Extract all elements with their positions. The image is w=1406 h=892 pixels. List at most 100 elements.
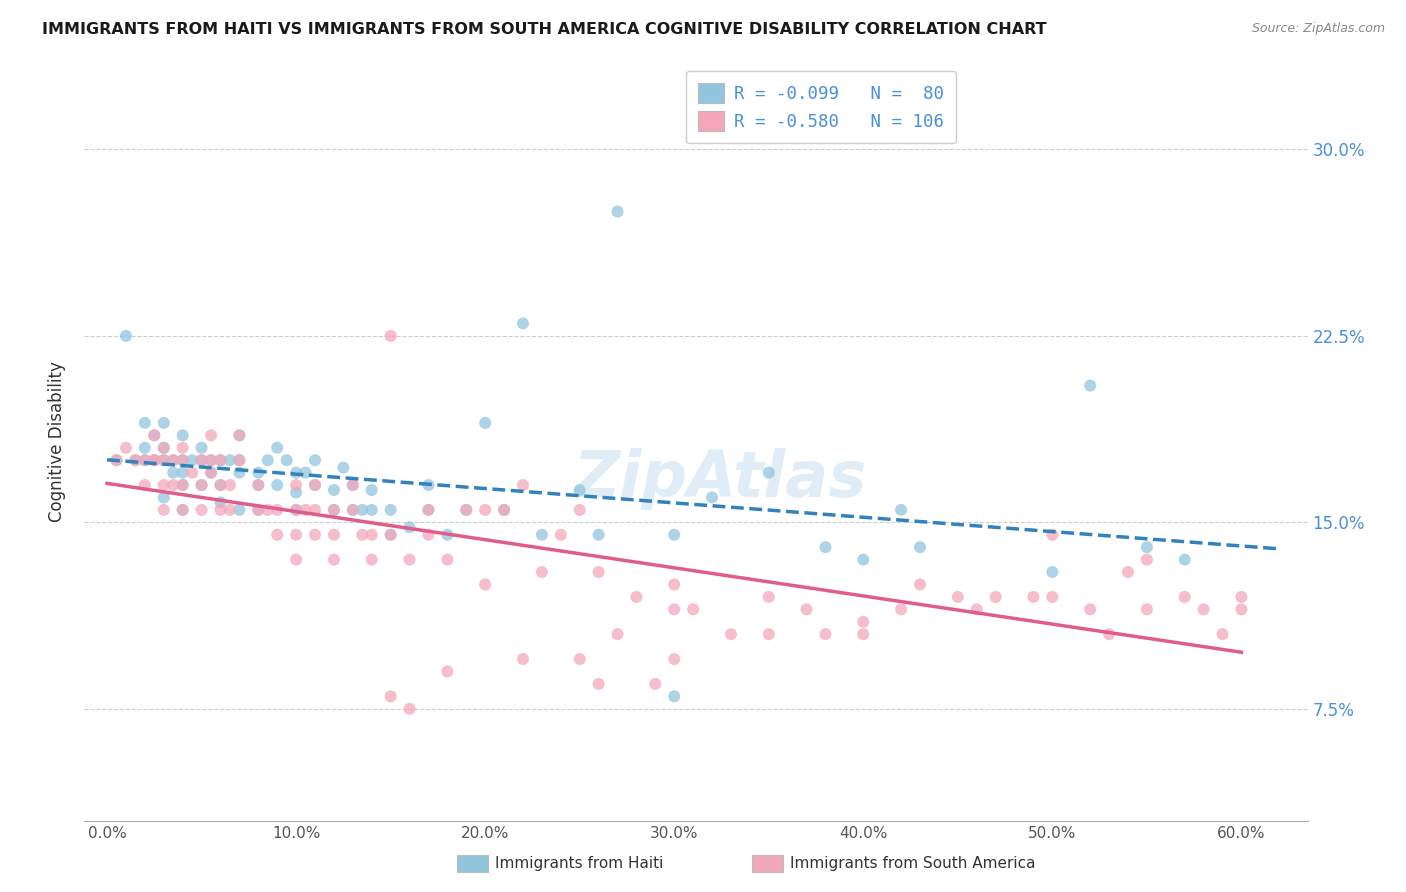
Point: [436, 552, 458, 566]
Point: [814, 540, 837, 554]
Point: [294, 466, 316, 480]
Point: [152, 491, 174, 505]
Point: [190, 503, 212, 517]
Point: [200, 453, 222, 467]
Point: [285, 466, 308, 480]
Point: [380, 329, 402, 343]
Point: [1230, 602, 1253, 616]
Point: [664, 602, 686, 616]
Point: [181, 466, 204, 480]
Point: [285, 503, 308, 517]
Point: [758, 627, 780, 641]
Point: [190, 453, 212, 467]
Point: [209, 478, 232, 492]
Point: [209, 495, 232, 509]
Point: [352, 528, 374, 542]
Point: [436, 665, 458, 679]
Point: [143, 428, 166, 442]
Point: [247, 503, 270, 517]
Point: [1040, 590, 1063, 604]
Point: [304, 503, 326, 517]
Point: [512, 652, 534, 666]
Point: [682, 602, 704, 616]
Point: [588, 528, 610, 542]
Point: [398, 552, 420, 566]
Point: [418, 503, 440, 517]
Point: [134, 416, 156, 430]
Point: [285, 478, 308, 492]
Point: [568, 503, 591, 517]
Point: [512, 478, 534, 492]
Point: [494, 503, 516, 517]
Point: [266, 528, 288, 542]
Point: [190, 441, 212, 455]
Point: [304, 478, 326, 492]
Point: [1040, 565, 1063, 579]
Point: [814, 627, 837, 641]
Point: [172, 478, 194, 492]
Point: [190, 453, 212, 467]
Point: [380, 690, 402, 704]
Point: [758, 466, 780, 480]
Point: [474, 577, 496, 591]
Point: [162, 453, 184, 467]
Point: [852, 552, 875, 566]
Point: [172, 453, 194, 467]
Point: [143, 428, 166, 442]
Point: [606, 204, 628, 219]
Point: [152, 478, 174, 492]
Point: [380, 528, 402, 542]
Point: [626, 590, 648, 604]
Point: [1136, 602, 1159, 616]
Text: IMMIGRANTS FROM HAITI VS IMMIGRANTS FROM SOUTH AMERICA COGNITIVE DISABILITY CORR: IMMIGRANTS FROM HAITI VS IMMIGRANTS FROM…: [42, 22, 1047, 37]
Point: [247, 478, 270, 492]
Point: [134, 441, 156, 455]
Point: [664, 652, 686, 666]
Point: [852, 627, 875, 641]
Point: [190, 478, 212, 492]
Point: [172, 503, 194, 517]
Point: [796, 602, 818, 616]
Point: [115, 329, 138, 343]
Point: [342, 503, 364, 517]
Point: [1040, 528, 1063, 542]
Point: [247, 503, 270, 517]
Point: [228, 453, 250, 467]
Point: [172, 478, 194, 492]
Point: [1136, 540, 1159, 554]
Point: [436, 528, 458, 542]
Point: [172, 453, 194, 467]
Point: [143, 453, 166, 467]
Point: [380, 503, 402, 517]
Point: [266, 441, 288, 455]
Point: [256, 453, 278, 467]
Point: [276, 453, 298, 467]
Point: [152, 441, 174, 455]
Point: [285, 503, 308, 517]
Point: [143, 453, 166, 467]
Point: [152, 503, 174, 517]
Point: [228, 453, 250, 467]
Point: [644, 677, 666, 691]
Point: [247, 478, 270, 492]
Point: [342, 478, 364, 492]
Point: [209, 453, 232, 467]
Point: [398, 520, 420, 534]
Point: [550, 528, 572, 542]
Point: [219, 453, 242, 467]
Point: [172, 441, 194, 455]
Point: [360, 552, 382, 566]
Point: [247, 466, 270, 480]
Point: [322, 552, 344, 566]
Point: [1078, 602, 1101, 616]
Point: [152, 441, 174, 455]
Point: [720, 627, 742, 641]
Point: [294, 503, 316, 517]
Point: [966, 602, 988, 616]
Point: [664, 577, 686, 591]
Point: [1022, 590, 1045, 604]
Point: [266, 478, 288, 492]
Point: [908, 540, 931, 554]
Point: [568, 652, 591, 666]
Point: [134, 453, 156, 467]
